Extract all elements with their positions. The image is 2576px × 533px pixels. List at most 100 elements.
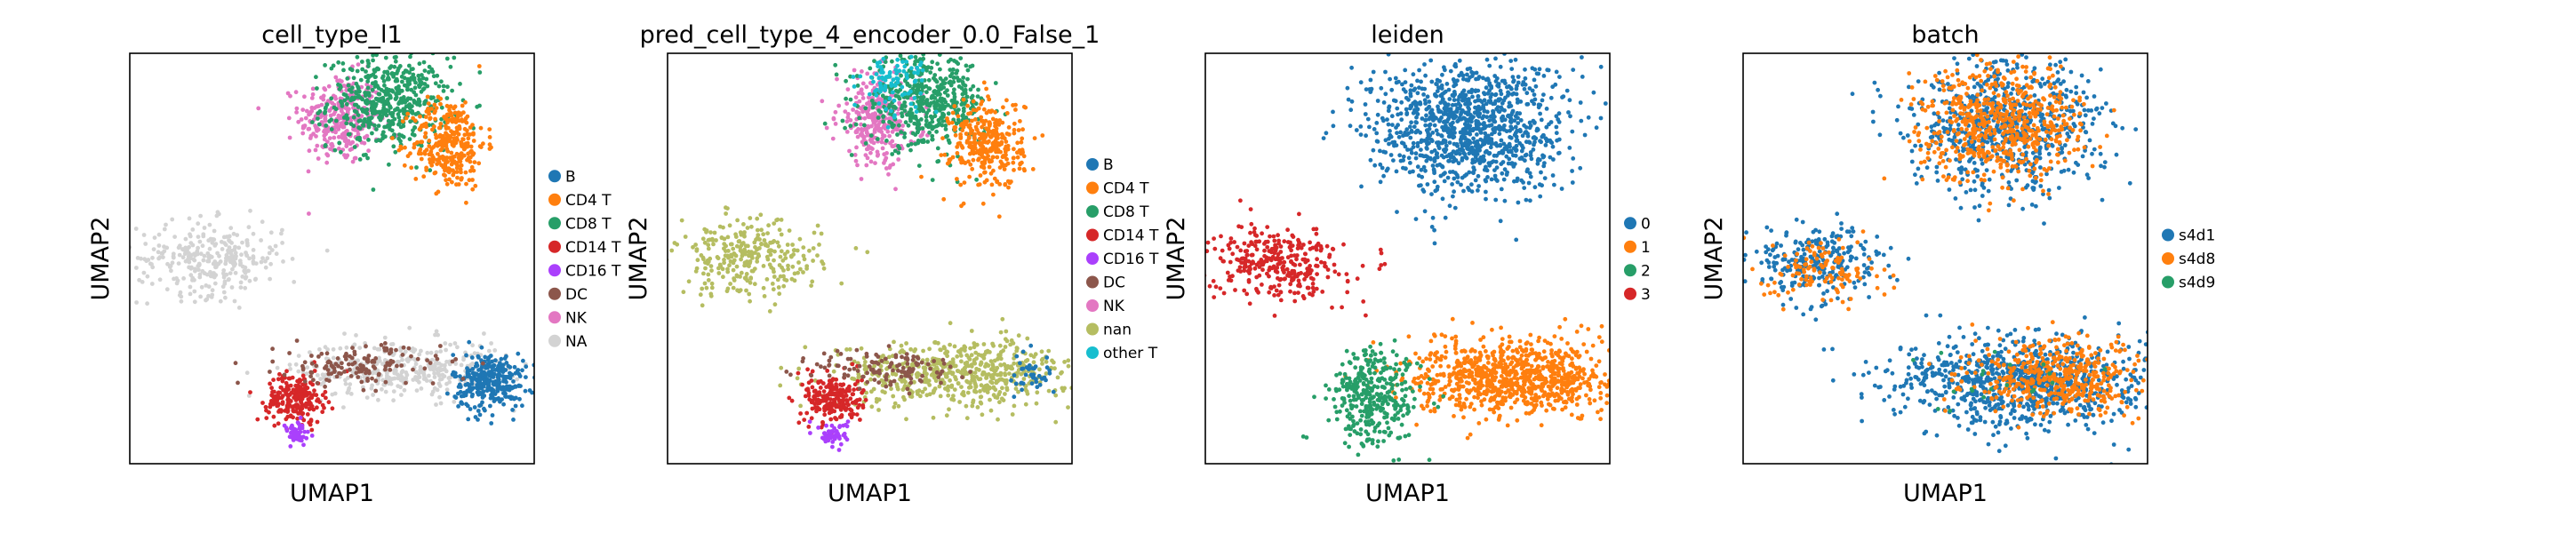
point-NA [391, 389, 396, 394]
point-CD14-T [831, 386, 836, 392]
point-CD4-T [422, 134, 428, 139]
point-CD8-T [396, 132, 402, 138]
point-nan [714, 238, 718, 243]
point-CD8-T [366, 138, 371, 142]
point-other-T [900, 84, 905, 90]
point-CD14-T [300, 382, 305, 387]
point-CD16-T [820, 435, 825, 441]
point-NK [336, 134, 341, 139]
point-nan [998, 356, 1004, 362]
point-DC [388, 368, 393, 372]
point-CD14-T [839, 391, 844, 396]
point-CD8-T [363, 109, 368, 115]
point-CD4-T [998, 159, 1004, 164]
point-DC [342, 370, 347, 374]
point-nan [744, 272, 749, 276]
point-CD14-T [810, 385, 815, 390]
point-NA [357, 346, 363, 350]
point-CD4-T [432, 171, 437, 176]
point-NA [435, 387, 440, 393]
point-CD14-T [816, 379, 821, 385]
point-NK [868, 150, 873, 155]
point-NA [188, 291, 193, 297]
point-B [477, 412, 483, 418]
point-NA [402, 387, 407, 393]
point-nan [941, 381, 947, 386]
point-NK [846, 111, 851, 116]
point-nan [777, 291, 782, 297]
point-nan [695, 258, 700, 263]
point-CD8-T [924, 90, 929, 95]
point-CD4-T [422, 151, 428, 156]
point-B [497, 374, 501, 378]
point-CD8-T [324, 102, 330, 107]
point-nan [909, 394, 915, 399]
point-B [452, 370, 458, 376]
point-nan [708, 264, 714, 268]
point-DC [948, 364, 953, 370]
point-CD8-T [921, 95, 926, 99]
point-DC [827, 358, 832, 363]
point-CD4-T [435, 143, 440, 148]
point-nan [962, 393, 966, 398]
point-CD8-T [374, 53, 379, 58]
point-NK [836, 103, 842, 108]
point-nan [771, 287, 776, 292]
point-nan [1053, 419, 1059, 425]
point-NA [444, 381, 449, 386]
point-DC [340, 365, 344, 370]
point-NA [444, 369, 449, 374]
point-CD8-T [896, 144, 900, 148]
point-CD4-T [452, 110, 458, 115]
point-NA [244, 252, 249, 258]
point-NK [310, 91, 316, 97]
point-nan [748, 276, 754, 281]
point-CD8-T [419, 80, 424, 85]
point-CD14-T [279, 385, 284, 390]
point-CD8-T [863, 141, 868, 146]
point-CD8-T [344, 121, 349, 126]
point-CD4-T [994, 149, 998, 155]
point-NA [124, 238, 128, 243]
point-NA [290, 257, 295, 261]
point-CD8-T [940, 123, 945, 128]
point-nan [959, 359, 964, 364]
point-CD8-T [371, 99, 376, 105]
point-B [479, 345, 484, 350]
point-CD8-T [412, 132, 417, 138]
point-CD8-T [952, 76, 956, 80]
point-CD4-T [421, 174, 427, 179]
point-nan [787, 228, 792, 233]
point-NK [341, 131, 346, 137]
point-CD4-T [451, 172, 456, 178]
point-CD8-T [902, 99, 908, 105]
point-CD4-T [415, 139, 420, 145]
point-nan [965, 390, 971, 395]
point-CD8-T [393, 59, 398, 64]
point-NK [293, 90, 299, 95]
point-NA [438, 401, 444, 406]
point-nan [1004, 381, 1009, 386]
point-B [472, 405, 477, 410]
point-B [501, 378, 507, 382]
point-CD4-T [476, 64, 482, 68]
point-CD4-T [449, 114, 454, 118]
point-nan [683, 235, 688, 239]
point-CD8-T [834, 72, 839, 77]
point-NA [200, 243, 205, 249]
point-CD4-T [1040, 133, 1045, 138]
point-nan [721, 274, 725, 280]
point-CD4-T [982, 170, 987, 175]
point-NA [234, 254, 238, 259]
point-NA [437, 394, 442, 400]
point-B [524, 375, 528, 379]
point-CD8-T [439, 79, 444, 84]
point-CD4-T [449, 150, 454, 155]
point-nan [1023, 359, 1028, 363]
point-CD8-T [897, 96, 902, 101]
point-DC [814, 362, 820, 367]
point-CD4-T [390, 136, 395, 140]
point-CD8-T [393, 107, 397, 113]
point-nan [932, 340, 937, 345]
